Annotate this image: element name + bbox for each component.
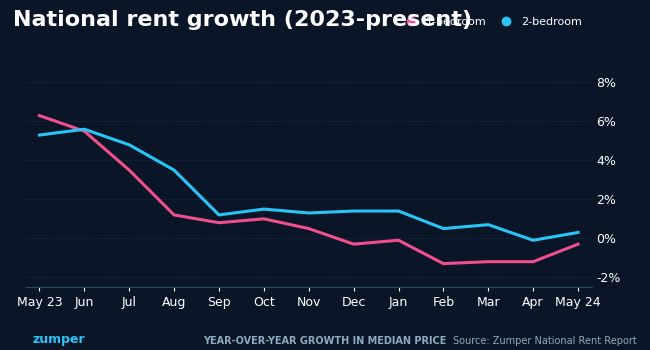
Text: zumper: zumper (32, 334, 85, 346)
Text: YEAR-OVER-YEAR GROWTH IN MEDIAN PRICE: YEAR-OVER-YEAR GROWTH IN MEDIAN PRICE (203, 336, 447, 346)
Text: National rent growth (2023-present): National rent growth (2023-present) (13, 10, 472, 30)
Text: Source: Zumper National Rent Report: Source: Zumper National Rent Report (453, 336, 637, 346)
Legend: 1-bedroom, 2-bedroom: 1-bedroom, 2-bedroom (395, 13, 586, 32)
